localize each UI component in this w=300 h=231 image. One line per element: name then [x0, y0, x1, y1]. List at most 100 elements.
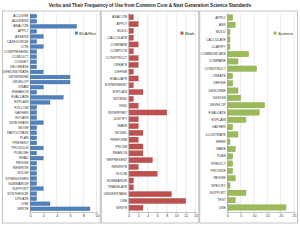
grid-line — [267, 13, 268, 212]
tick: 20 — [279, 212, 283, 218]
category-label: DELINEATE — [10, 65, 29, 69]
category-label: DESIGN — [213, 96, 227, 100]
tick: SUPPORT — [209, 191, 225, 195]
bar — [129, 103, 139, 108]
grid-line — [176, 13, 177, 212]
tick-label: 12 — [184, 214, 188, 218]
category-label: ACQUIRE — [13, 14, 29, 18]
category-label: DRAW — [18, 85, 29, 89]
panel: 0246810ACQUIREADDRESSANALYZEAPPLYASSESSC… — [3, 11, 101, 223]
bar — [129, 144, 143, 149]
tick: DRAW — [18, 85, 29, 89]
tick: CALCULATE — [107, 36, 127, 40]
bar — [129, 22, 139, 27]
bar — [30, 40, 37, 44]
tick: 12 — [184, 212, 188, 218]
tick: PERFORM — [110, 138, 127, 142]
bar — [30, 65, 37, 69]
bar — [227, 102, 264, 107]
bar — [30, 121, 43, 125]
category-label: DEFINE — [213, 81, 226, 85]
category-label: DEFINE — [115, 70, 128, 74]
tick: DEFINE — [213, 81, 226, 85]
bars — [227, 15, 286, 210]
category-label: MODEL — [115, 131, 127, 135]
tick: DEFINE — [115, 70, 128, 74]
tick: COMPREHEND — [4, 50, 29, 54]
bar — [30, 116, 37, 120]
axis-line — [227, 14, 228, 213]
category-label: ANALYZE — [13, 24, 29, 28]
bar — [30, 151, 37, 155]
category-label: REPRESENT — [106, 158, 127, 162]
category-label: PREDICT — [211, 162, 226, 166]
tick-label: 8 — [166, 214, 168, 218]
tick: 4 — [56, 212, 58, 218]
tick: COMPARE — [110, 43, 128, 47]
category-label: BUILD — [117, 29, 128, 33]
legend: Math — [181, 31, 195, 36]
tick: REPRESENT — [106, 158, 127, 162]
legend-swatch — [75, 32, 78, 35]
bar — [30, 24, 77, 28]
grid — [227, 13, 294, 212]
grid — [30, 13, 97, 212]
tick: 6 — [70, 212, 72, 218]
bar — [227, 110, 259, 115]
category-label: CATEGORIZE — [7, 40, 30, 44]
bar — [227, 117, 246, 122]
category-label: SOLVE — [116, 172, 128, 176]
category-label: REWRITE — [13, 166, 29, 170]
tick: 2 — [138, 212, 140, 218]
tick-label: 0 — [128, 214, 130, 218]
tick: GATHER — [15, 111, 29, 115]
bars — [30, 14, 90, 210]
bar — [227, 81, 232, 86]
tick: PRODUCE — [12, 146, 30, 150]
tick: ACQUIRE — [13, 14, 29, 18]
tick: ADDRESS — [12, 19, 29, 23]
category-label: CALCULATE — [206, 38, 226, 42]
tick: WRITE — [116, 206, 128, 210]
bar — [30, 171, 37, 175]
tick: DETERMINE — [9, 75, 30, 79]
tick: DESIGN — [213, 96, 227, 100]
category-label: USE — [120, 199, 128, 203]
category-label: SPECIFY — [211, 184, 226, 188]
category-label: EXPLAIN — [14, 100, 29, 104]
category-label: SUPPORT — [209, 191, 225, 195]
tick: CATEGORIZE — [7, 40, 30, 44]
bar — [30, 161, 37, 165]
tick: 5 — [240, 212, 242, 218]
tick: COMMUNICATE — [200, 52, 226, 56]
category-label: ANALYZE — [112, 15, 128, 19]
bar — [227, 73, 232, 78]
tick: READ — [19, 156, 29, 160]
tick: PLAN — [217, 154, 226, 158]
category-label: DESCRIBE — [208, 89, 226, 93]
tick: SPECIFY — [211, 184, 226, 188]
title: Verbs and Their Frequency of Use from Co… — [49, 3, 252, 8]
bar — [227, 190, 246, 195]
bar — [30, 75, 70, 79]
tick: GATHER — [212, 125, 226, 129]
bar — [129, 56, 139, 61]
bar — [30, 141, 37, 145]
tick: DEVELOP — [210, 103, 227, 107]
category-label: COMMUNICATE — [200, 52, 226, 56]
category-label: SUMMARIZE — [8, 182, 29, 186]
category-label: SYNTHESIZE — [7, 192, 29, 196]
axis-line — [30, 14, 31, 213]
bar — [30, 70, 43, 74]
bar — [129, 151, 143, 156]
category-label: SOLVE — [17, 171, 29, 175]
bar — [30, 166, 37, 170]
tick: 15 — [266, 212, 270, 218]
legend-swatch — [274, 32, 277, 35]
tick: EVALUATE — [11, 95, 29, 99]
bar — [129, 192, 172, 197]
tick: BUILD — [216, 30, 227, 34]
bar — [30, 45, 43, 49]
bar — [227, 51, 248, 56]
tick-label: 2 — [43, 214, 45, 218]
